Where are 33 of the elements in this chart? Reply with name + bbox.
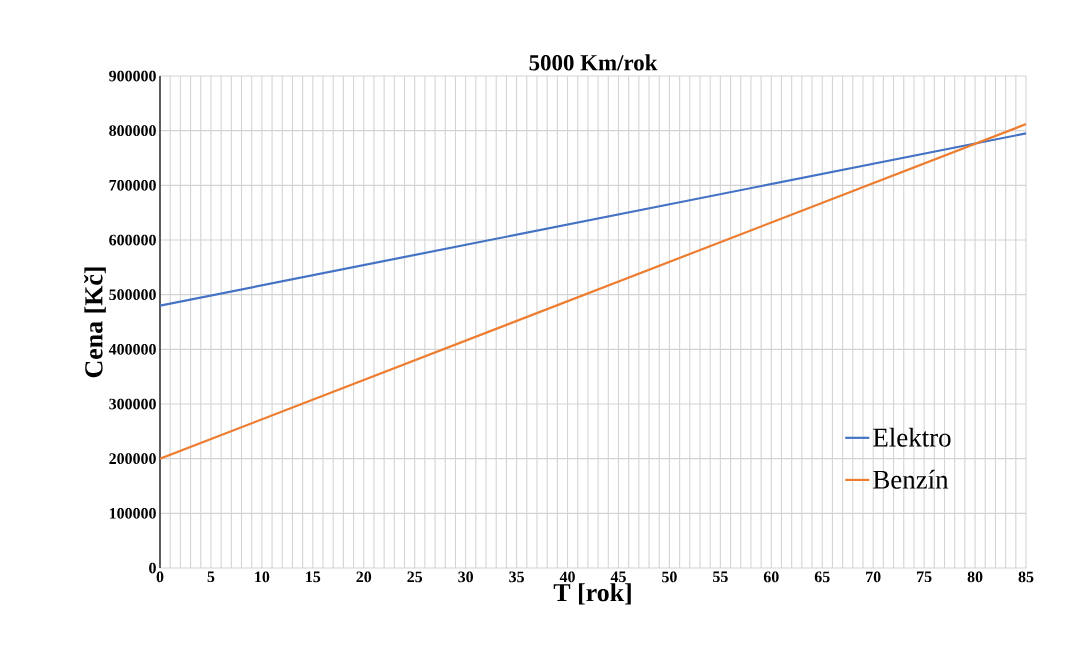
y-axis-title: Cena [Kč] — [84, 267, 106, 378]
x-axis-title: T [rok] — [553, 583, 631, 605]
x-tick-label: 40 — [559, 571, 575, 583]
y-tick-label: 900000 — [109, 70, 156, 82]
x-tick-label: 50 — [662, 571, 677, 583]
x-tick-label: 20 — [356, 571, 372, 583]
x-tick-label: 0 — [156, 571, 164, 583]
x-tick-label: 70 — [866, 571, 881, 583]
legend-label: Benzín — [873, 469, 949, 489]
x-tick-label: 30 — [458, 571, 474, 583]
x-tick-label: 65 — [814, 571, 830, 583]
x-tick-label: 25 — [407, 571, 423, 583]
y-tick-label: 200000 — [109, 453, 156, 465]
y-tick-label: 0 — [149, 562, 156, 574]
x-tick-label: 10 — [255, 571, 270, 583]
y-tick-label: 300000 — [109, 398, 156, 410]
y-tick-label: 800000 — [109, 125, 156, 137]
x-tick-label: 80 — [967, 571, 983, 583]
y-tick-label: 400000 — [108, 343, 156, 355]
x-tick-label: 5 — [207, 571, 215, 583]
legend-label: Elektro — [873, 427, 951, 447]
y-tick-label: 500000 — [109, 289, 156, 301]
x-tick-label: 55 — [713, 571, 728, 583]
x-tick-label: 75 — [917, 571, 932, 583]
x-tick-label: 35 — [509, 571, 524, 583]
y-tick-label: 600000 — [109, 234, 156, 246]
x-tick-label: 85 — [1018, 571, 1034, 583]
chart-title: 5000 Km/rok — [529, 54, 658, 71]
x-tick-label: 60 — [763, 571, 779, 583]
x-tick-label: 15 — [306, 571, 321, 583]
y-tick-label: 100000 — [109, 507, 156, 519]
y-tick-label: 700000 — [109, 179, 156, 191]
x-tick-label: 45 — [610, 571, 626, 583]
